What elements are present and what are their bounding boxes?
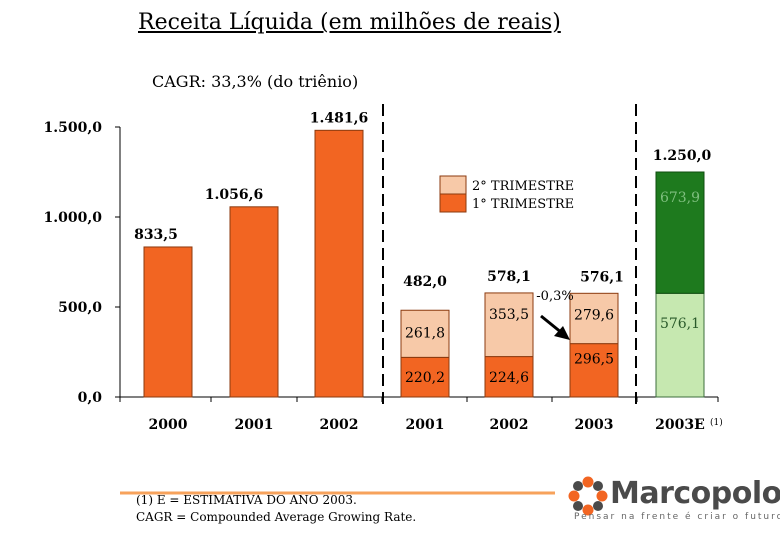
segment-label-estimate-lower: 576,1 bbox=[660, 316, 700, 332]
bar-value-label: 1.481,6 bbox=[310, 110, 368, 126]
footnote-cagr: CAGR = Compounded Average Growing Rate. bbox=[136, 510, 417, 524]
logo-tagline: Pensar na frente é criar o futuro. bbox=[574, 512, 780, 522]
footnote-estimate: (1) E = ESTIMATIVA DO ANO 2003. bbox=[136, 493, 357, 507]
bar-total-label: 1.250,0 bbox=[653, 148, 712, 164]
y-tick-label: 500,0 bbox=[58, 300, 102, 316]
bar-segment-q2 bbox=[569, 292, 619, 345]
bar-segment-q2 bbox=[484, 292, 534, 358]
y-tick-label: 1.000,0 bbox=[44, 210, 103, 226]
y-tick-label: 1.500,0 bbox=[44, 120, 103, 136]
cagr-note: CAGR: 33,3% (do triênio) bbox=[152, 72, 359, 91]
bar-total-label: 482,0 bbox=[403, 274, 447, 290]
segment-label-q2: 261,8 bbox=[405, 325, 445, 341]
bar-segment-q2 bbox=[400, 309, 450, 358]
legend-label: 2° TRIMESTRE bbox=[472, 179, 574, 194]
bar-segment-estimate-upper bbox=[655, 171, 705, 294]
bar-annual bbox=[314, 129, 364, 398]
annotation-arrow bbox=[540, 314, 563, 335]
growth-annotation: -0,3% bbox=[536, 289, 573, 304]
chart-title: Receita Líquida (em milhões de reais) bbox=[138, 10, 561, 35]
x-tick-label: 2001 bbox=[406, 417, 445, 433]
footnotes: (1) E = ESTIMATIVA DO ANO 2003. CAGR = C… bbox=[136, 492, 416, 526]
x-tick-label: 2003 bbox=[575, 417, 614, 433]
x-tick-label: 2000 bbox=[149, 417, 188, 433]
bar-value-label: 1.056,6 bbox=[205, 187, 263, 203]
logo-name: Marcopolo bbox=[610, 476, 780, 511]
category-footnote-mark: (1) bbox=[710, 417, 723, 428]
bar-segment-estimate-lower bbox=[655, 292, 705, 398]
bar-annual bbox=[229, 206, 279, 398]
marcopolo-logo: Marcopolo Pensar na frente é criar o fut… bbox=[566, 474, 780, 534]
legend-label: 1° TRIMESTRE bbox=[472, 197, 574, 212]
annotation-arrowhead bbox=[554, 326, 570, 340]
x-tick-label: 2002 bbox=[490, 417, 529, 433]
bar-total-label: 578,1 bbox=[487, 269, 531, 285]
y-tick-label: 0,0 bbox=[78, 390, 103, 406]
x-tick-label: 2001 bbox=[235, 417, 274, 433]
bar-annual bbox=[143, 246, 193, 398]
segment-label-q2: 353,5 bbox=[489, 307, 529, 323]
marcopolo-flower-icon bbox=[568, 476, 608, 516]
x-tick-label: 2003E bbox=[655, 417, 705, 433]
segment-label-q1: 220,2 bbox=[405, 370, 445, 386]
legend-swatch bbox=[439, 175, 467, 195]
segment-label-q1: 224,6 bbox=[489, 370, 529, 386]
segment-label-q2: 279,6 bbox=[574, 307, 614, 323]
bar-value-label: 833,5 bbox=[134, 227, 178, 243]
x-tick-label: 2002 bbox=[320, 417, 359, 433]
segment-label-q1: 296,5 bbox=[574, 352, 614, 368]
segment-label-estimate-upper: 673,9 bbox=[660, 190, 700, 206]
legend-swatch bbox=[439, 193, 467, 213]
bar-total-label: 576,1 bbox=[580, 269, 624, 285]
